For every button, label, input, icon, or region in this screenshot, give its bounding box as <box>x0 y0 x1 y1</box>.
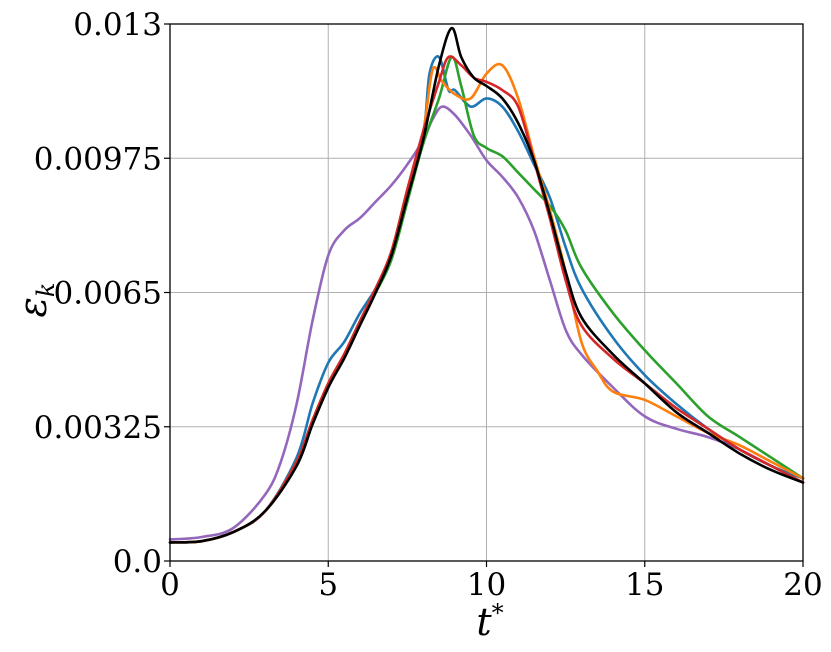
y-tick-label: 0.00325 <box>34 410 162 446</box>
series-line <box>168 26 805 544</box>
y-tick-label: 0.00975 <box>34 141 162 177</box>
y-tick-label: 0.0065 <box>54 276 162 312</box>
y-tick-label: 0.0 <box>113 544 162 580</box>
x-tick-label: 15 <box>625 567 664 603</box>
y-axis-label: εk <box>11 283 60 318</box>
series-lines <box>168 26 805 544</box>
x-tick-label: 5 <box>318 567 338 603</box>
x-axis-ticks: 0 5 10 15 20 <box>160 561 823 603</box>
x-tick-label: 0 <box>160 567 180 603</box>
grid-lines <box>169 23 804 562</box>
y-tick-label: 0.013 <box>73 7 162 43</box>
series-line <box>168 105 805 541</box>
x-tick-label: 10 <box>467 567 506 603</box>
y-axis-ticks: 0.0 0.00325 0.0065 0.00975 0.013 <box>34 7 170 580</box>
x-axis-label: t* <box>476 599 503 644</box>
x-tick-label: 20 <box>783 567 822 603</box>
